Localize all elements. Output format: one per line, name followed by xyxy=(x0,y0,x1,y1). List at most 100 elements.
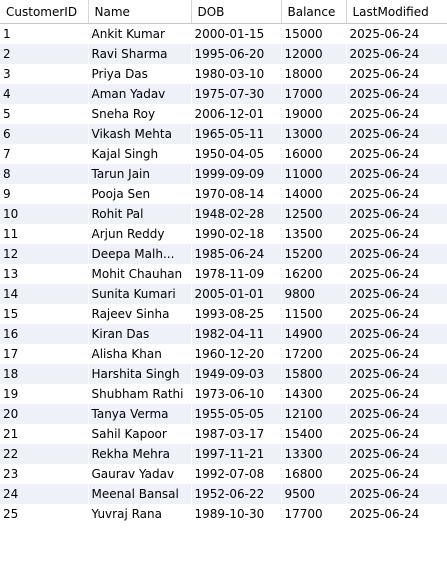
table-row[interactable]: 10 Rohit Pal 1948-02-28 12500 2025-06-24 xyxy=(0,204,447,224)
cell-lastmodified[interactable]: 2025-06-24 xyxy=(346,44,447,64)
cell-balance[interactable]: 11000 xyxy=(281,164,346,184)
cell-name[interactable]: Pooja Sen xyxy=(88,184,191,204)
cell-customerid[interactable]: 8 xyxy=(0,164,88,184)
table-row[interactable]: 19 Shubham Rathi 1973-06-10 14300 2025-06-24 xyxy=(0,384,447,404)
table-row[interactable]: 20 Tanya Verma 1955-05-05 12100 2025-06-24 xyxy=(0,404,447,424)
cell-balance[interactable]: 15000 xyxy=(281,23,346,44)
column-header-lastmodified[interactable]: LastModified xyxy=(346,0,447,24)
cell-balance[interactable]: 9800 xyxy=(281,284,346,304)
cell-lastmodified[interactable]: 2025-06-24 xyxy=(346,124,447,144)
table-row[interactable]: 16 Kiran Das 1982-04-11 14900 2025-06-24 xyxy=(0,324,447,344)
table-row[interactable]: 17 Alisha Khan 1960-12-20 17200 2025-06-24 xyxy=(0,344,447,364)
column-header-customerid[interactable]: CustomerID xyxy=(0,0,89,24)
cell-balance[interactable]: 11500 xyxy=(281,304,346,324)
cell-lastmodified[interactable]: 2025-06-24 xyxy=(346,464,447,484)
cell-balance[interactable]: 9500 xyxy=(281,484,346,504)
cell-lastmodified[interactable]: 2025-06-24 xyxy=(346,304,447,324)
cell-balance[interactable]: 17200 xyxy=(281,344,346,364)
cell-dob[interactable]: 1992-07-08 xyxy=(191,464,281,484)
cell-customerid[interactable]: 4 xyxy=(0,84,88,104)
cell-balance[interactable]: 13500 xyxy=(281,224,346,244)
cell-dob[interactable]: 1948-02-28 xyxy=(191,204,281,224)
cell-dob[interactable]: 1960-12-20 xyxy=(191,344,281,364)
cell-customerid[interactable]: 23 xyxy=(0,464,88,484)
cell-balance[interactable]: 15800 xyxy=(281,364,346,384)
cell-dob[interactable]: 1949-09-03 xyxy=(191,364,281,384)
cell-name[interactable]: Vikash Mehta xyxy=(88,124,191,144)
cell-dob[interactable]: 1965-05-11 xyxy=(191,124,281,144)
cell-dob[interactable]: 1975-07-30 xyxy=(191,84,281,104)
cell-lastmodified[interactable]: 2025-06-24 xyxy=(346,424,447,444)
cell-balance[interactable]: 16200 xyxy=(281,264,346,284)
cell-lastmodified[interactable]: 2025-06-24 xyxy=(346,264,447,284)
cell-balance[interactable]: 12100 xyxy=(281,404,346,424)
cell-name[interactable]: Rajeev Sinha xyxy=(88,304,191,324)
table-row[interactable]: 22 Rekha Mehra 1997-11-21 13300 2025-06-24 xyxy=(0,444,447,464)
cell-lastmodified[interactable]: 2025-06-24 xyxy=(346,284,447,304)
cell-name[interactable]: Gaurav Yadav xyxy=(88,464,191,484)
cell-balance[interactable]: 16000 xyxy=(281,144,346,164)
cell-name[interactable]: Priya Das xyxy=(88,64,191,84)
cell-customerid[interactable]: 2 xyxy=(0,44,88,64)
table-row[interactable]: 25 Yuvraj Rana 1989-10-30 17700 2025-06-24 xyxy=(0,504,447,524)
cell-lastmodified[interactable]: 2025-06-24 xyxy=(346,204,447,224)
cell-name[interactable]: Tanya Verma xyxy=(88,404,191,424)
cell-customerid[interactable]: 11 xyxy=(0,224,88,244)
cell-customerid[interactable]: 12 xyxy=(0,244,88,264)
cell-name[interactable]: Kiran Das xyxy=(88,324,191,344)
cell-name[interactable]: Alisha Khan xyxy=(88,344,191,364)
cell-lastmodified[interactable]: 2025-06-24 xyxy=(346,444,447,464)
cell-dob[interactable]: 1978-11-09 xyxy=(191,264,281,284)
cell-balance[interactable]: 15200 xyxy=(281,244,346,264)
cell-customerid[interactable]: 3 xyxy=(0,64,88,84)
cell-name[interactable]: Arjun Reddy xyxy=(88,224,191,244)
table-row[interactable]: 24 Meenal Bansal 1952-06-22 9500 2025-06-24 xyxy=(0,484,447,504)
cell-customerid[interactable]: 18 xyxy=(0,364,88,384)
cell-customerid[interactable]: 6 xyxy=(0,124,88,144)
cell-lastmodified[interactable]: 2025-06-24 xyxy=(346,344,447,364)
table-row[interactable]: 18 Harshita Singh 1949-09-03 15800 2025-06-2… xyxy=(0,364,447,384)
cell-dob[interactable]: 1985-06-24 xyxy=(191,244,281,264)
cell-lastmodified[interactable]: 2025-06-24 xyxy=(346,484,447,504)
table-row[interactable]: 12 Deepa Malh... 1985-06-24 15200 2025-06-24 xyxy=(0,244,447,264)
cell-customerid[interactable]: 10 xyxy=(0,204,88,224)
cell-customerid[interactable]: 21 xyxy=(0,424,88,444)
cell-balance[interactable]: 14300 xyxy=(281,384,346,404)
table-row[interactable]: 3 Priya Das 1980-03-10 18000 2025-06-24 xyxy=(0,64,447,84)
cell-dob[interactable]: 1989-10-30 xyxy=(191,504,281,524)
cell-customerid[interactable]: 22 xyxy=(0,444,88,464)
cell-balance[interactable]: 13000 xyxy=(281,124,346,144)
cell-dob[interactable]: 2005-01-01 xyxy=(191,284,281,304)
cell-balance[interactable]: 16800 xyxy=(281,464,346,484)
cell-lastmodified[interactable]: 2025-06-24 xyxy=(346,324,447,344)
cell-dob[interactable]: 1970-08-14 xyxy=(191,184,281,204)
cell-balance[interactable]: 14900 xyxy=(281,324,346,344)
column-header-dob[interactable]: DOB xyxy=(191,0,282,24)
cell-name[interactable]: Kajal Singh xyxy=(88,144,191,164)
cell-customerid[interactable]: 7 xyxy=(0,144,88,164)
cell-dob[interactable]: 1995-06-20 xyxy=(191,44,281,64)
cell-lastmodified[interactable]: 2025-06-24 xyxy=(346,504,447,524)
table-row[interactable]: 1 Ankit Kumar 2000-01-15 15000 2025-06-24 xyxy=(0,23,447,44)
cell-customerid[interactable]: 16 xyxy=(0,324,88,344)
cell-customerid[interactable]: 25 xyxy=(0,504,88,524)
table-row[interactable]: 2 Ravi Sharma 1995-06-20 12000 2025-06-24 xyxy=(0,44,447,64)
cell-balance[interactable]: 18000 xyxy=(281,64,346,84)
cell-name[interactable]: Mohit Chauhan xyxy=(88,264,191,284)
cell-customerid[interactable]: 13 xyxy=(0,264,88,284)
cell-name[interactable]: Aman Yadav xyxy=(88,84,191,104)
cell-customerid[interactable]: 24 xyxy=(0,484,88,504)
cell-lastmodified[interactable]: 2025-06-24 xyxy=(346,84,447,104)
column-header-name[interactable]: Name xyxy=(88,0,192,24)
cell-customerid[interactable]: 17 xyxy=(0,344,88,364)
cell-customerid[interactable]: 9 xyxy=(0,184,88,204)
cell-customerid[interactable]: 19 xyxy=(0,384,88,404)
cell-lastmodified[interactable]: 2025-06-24 xyxy=(346,244,447,264)
table-row[interactable]: 11 Arjun Reddy 1990-02-18 13500 2025-06-24 xyxy=(0,224,447,244)
cell-name[interactable]: Rohit Pal xyxy=(88,204,191,224)
table-row[interactable]: 21 Sahil Kapoor 1987-03-17 15400 2025-06-24 xyxy=(0,424,447,444)
cell-name[interactable]: Tarun Jain xyxy=(88,164,191,184)
cell-balance[interactable]: 17700 xyxy=(281,504,346,524)
cell-lastmodified[interactable]: 2025-06-24 xyxy=(346,144,447,164)
